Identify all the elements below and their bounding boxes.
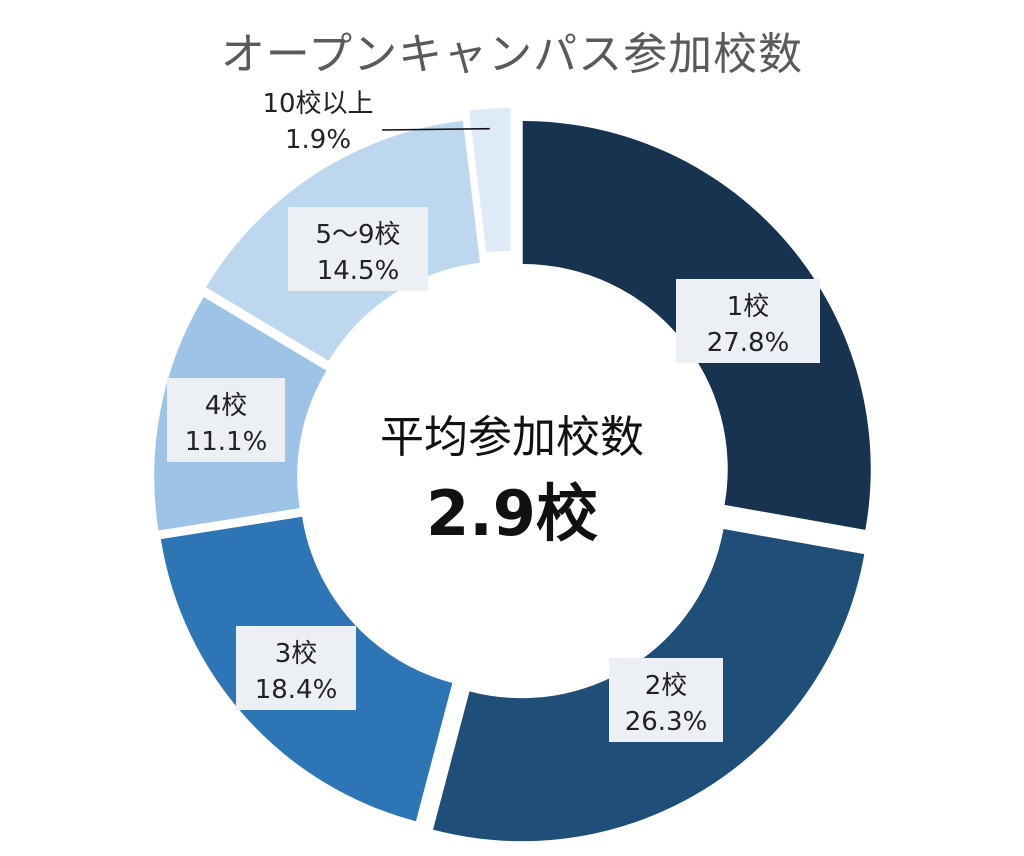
slice-category-label: 1校 [727, 292, 770, 322]
slice-value-label: 1.9% [285, 125, 351, 155]
slice-category-label: 2校 [645, 671, 688, 701]
slice-value-label: 26.3% [625, 707, 708, 737]
callout-leader-line [381, 127, 490, 131]
slice-category-label: 10校以上 [262, 89, 373, 119]
slice-category-label: 5～9校 [315, 220, 400, 250]
slice-label-box [676, 279, 820, 363]
slice-value-label: 18.4% [255, 675, 338, 705]
donut-slice [469, 108, 511, 253]
donut-slices [154, 108, 871, 842]
slice-category-label: 3校 [275, 639, 318, 669]
slice-label-box [288, 207, 428, 291]
chart-title: オープンキャンパス参加校数 [220, 29, 804, 80]
slice-value-label: 11.1% [185, 427, 268, 457]
slice-label-box [236, 626, 356, 710]
slice-value-label: 27.8% [707, 328, 790, 358]
slice-category-label: 4校 [205, 391, 248, 421]
slice-label-box [167, 378, 285, 462]
slice-value-label: 14.5% [317, 256, 400, 286]
center-label: 平均参加校数 [380, 412, 644, 463]
slice-label-box [609, 658, 723, 742]
center-value: 2.9校 [426, 477, 598, 550]
slice-labels: 1校 27.8% 2校 26.3% 3校 18.4% 4校 11.1% 5～9校 14.5% 10校… [167, 89, 820, 742]
